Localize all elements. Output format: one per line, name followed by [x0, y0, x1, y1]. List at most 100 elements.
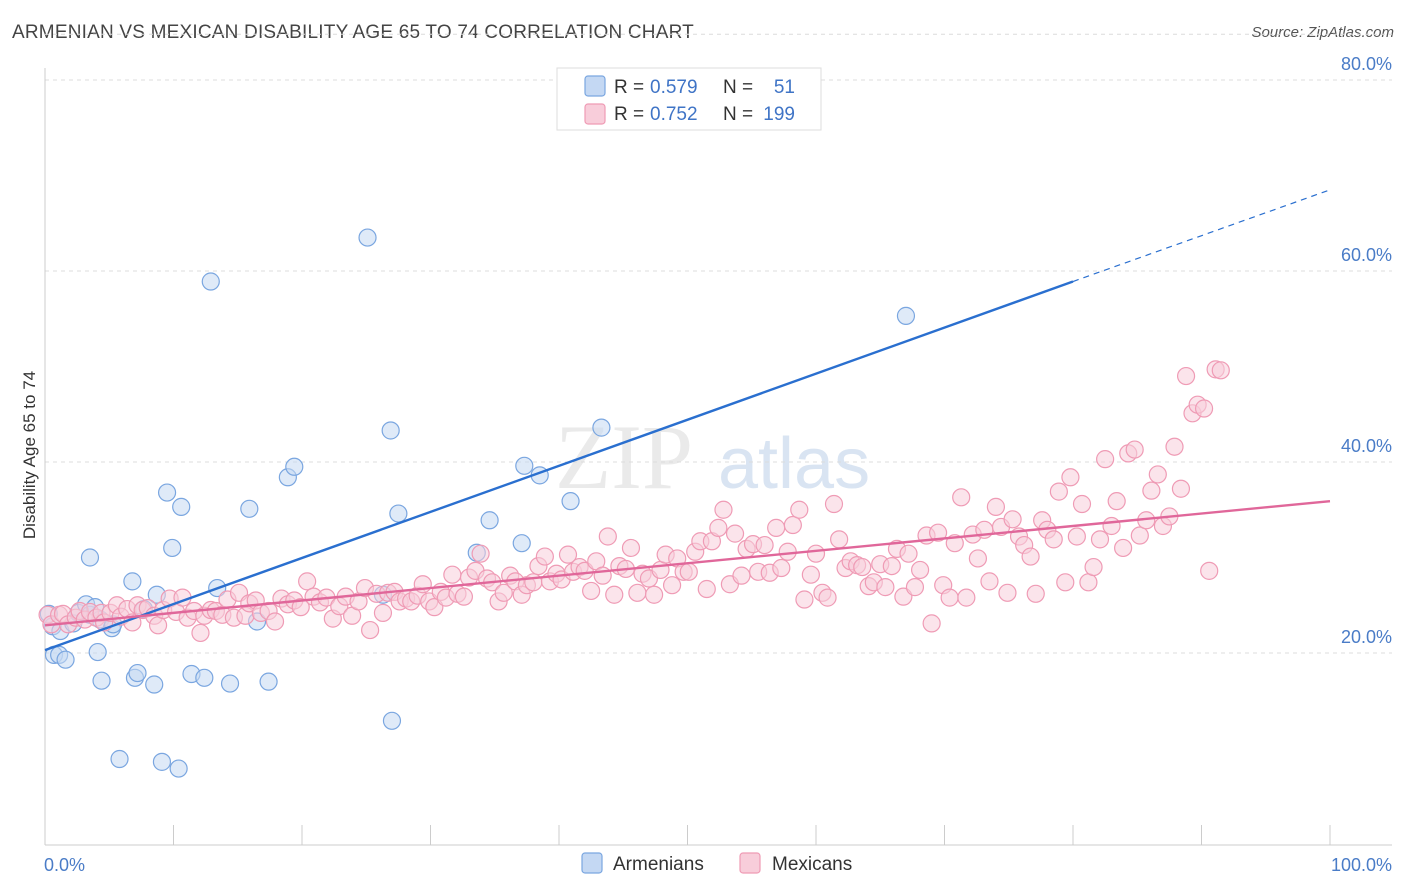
mexican-point	[1125, 440, 1144, 459]
mexican-point	[1003, 510, 1022, 529]
armenian-point	[123, 572, 142, 591]
mexican-point	[1061, 468, 1080, 487]
legend-swatch-bottom-armenians	[581, 852, 603, 874]
mexican-point	[714, 500, 733, 519]
armenian-point	[358, 228, 377, 247]
mexican-point	[582, 581, 601, 601]
armenian-point	[169, 759, 188, 778]
mexican-point	[1049, 482, 1068, 501]
mexican-point	[910, 560, 930, 580]
mexican-point	[373, 603, 393, 622]
mexican-point	[644, 585, 664, 604]
mexican-point	[922, 614, 941, 633]
y-tick-label-40: 40.0%	[1341, 436, 1392, 456]
armenian-point	[195, 668, 214, 687]
legend-label-mexicans: Mexicans	[772, 854, 852, 875]
mexican-point	[628, 583, 647, 602]
mexican-point	[818, 588, 837, 607]
mexican-point	[853, 557, 872, 577]
armenian-point	[389, 504, 408, 523]
mexican-point	[443, 565, 462, 584]
mexican-point	[1044, 530, 1063, 549]
armenian-point	[285, 457, 304, 476]
mexican-point	[986, 497, 1006, 516]
mexican-point	[265, 612, 285, 631]
legend-n-label-armenians: N =	[723, 77, 753, 98]
y-tick-label-80: 80.0%	[1341, 54, 1392, 74]
mexican-point	[772, 558, 791, 578]
mexican-point	[790, 500, 809, 519]
mexican-point	[598, 527, 617, 546]
mexican-point	[968, 549, 988, 568]
watermark-zip: ZIP	[555, 406, 693, 508]
x-tick-label-right: 100.0%	[1331, 855, 1392, 875]
mexican-point	[558, 545, 578, 564]
mexican-point	[1084, 557, 1103, 577]
mexican-point	[1067, 527, 1086, 546]
mexican-point	[1142, 481, 1161, 500]
armenian-point	[56, 650, 75, 669]
legend-n-value-armenians: 51	[774, 77, 795, 98]
armenian-point	[145, 675, 164, 694]
armenian-point	[259, 672, 278, 691]
armenian-point	[592, 418, 611, 437]
mexican-point	[876, 578, 895, 597]
mexican-point	[1096, 450, 1115, 469]
stats-legend: R = 0.579 N = 51 R = 0.752 N = 199	[556, 67, 822, 131]
mexican-point	[709, 518, 728, 537]
armenian-point	[172, 497, 191, 516]
mexican-point	[1171, 479, 1191, 498]
armenian-point	[80, 548, 100, 567]
mexican-point	[298, 572, 317, 591]
source-credit: Source: ZipAtlas.com	[1251, 24, 1394, 41]
mexican-point	[980, 572, 999, 591]
mexican-point	[940, 588, 959, 607]
mexican-point	[651, 560, 670, 580]
legend-swatch-bottom-mexicans	[739, 852, 761, 874]
mexican-point	[662, 576, 682, 595]
mexican-point	[621, 538, 641, 558]
mexican-point	[361, 620, 380, 640]
mexican-point	[1211, 361, 1230, 380]
armenian-point	[515, 456, 534, 475]
mexican-point	[882, 556, 901, 576]
watermark-atlas: atlas	[718, 424, 870, 504]
armenian-point	[88, 642, 107, 662]
mexican-point	[783, 515, 802, 535]
mexican-point	[905, 578, 925, 597]
armenian-point	[561, 492, 580, 511]
mexican-point	[471, 544, 490, 563]
y-tick-label-20: 20.0%	[1341, 627, 1392, 647]
x-tick-label-left: 0.0%	[44, 855, 85, 875]
axes	[44, 68, 1392, 846]
legend-r-label-armenians: R =	[614, 77, 644, 98]
armenian-point	[512, 534, 531, 553]
mexican-point	[801, 565, 820, 584]
mexican-point	[899, 544, 918, 563]
mexican-point	[1130, 526, 1149, 545]
armenian-point	[382, 711, 402, 730]
mexican-point	[605, 585, 624, 604]
armenian-point	[157, 483, 177, 502]
mexican-point	[1021, 547, 1040, 566]
mexican-point	[732, 566, 751, 585]
legend-label-armenians: Armenians	[613, 854, 704, 875]
mexican-point	[1176, 366, 1196, 386]
mexican-point	[1200, 561, 1219, 580]
mexican-point	[824, 494, 844, 514]
mexican-point	[494, 583, 513, 602]
mexican-point	[952, 488, 971, 507]
mexican-point	[725, 524, 745, 543]
mexican-point	[806, 544, 826, 563]
armenian-point	[152, 752, 172, 771]
armenian-point	[240, 499, 259, 518]
mexican-point	[1165, 437, 1184, 456]
mexican-point	[1090, 530, 1110, 549]
legend-n-value-mexicans: 199	[763, 104, 795, 125]
armenian-point	[128, 663, 147, 683]
mexican-point	[1107, 492, 1126, 511]
chart-title: ARMENIAN VS MEXICAN DISABILITY AGE 65 TO…	[12, 22, 694, 43]
legend-r-value-armenians: 0.579	[650, 77, 698, 98]
y-axis-label: Disability Age 65 to 74	[20, 371, 39, 539]
mexican-point	[454, 587, 474, 606]
